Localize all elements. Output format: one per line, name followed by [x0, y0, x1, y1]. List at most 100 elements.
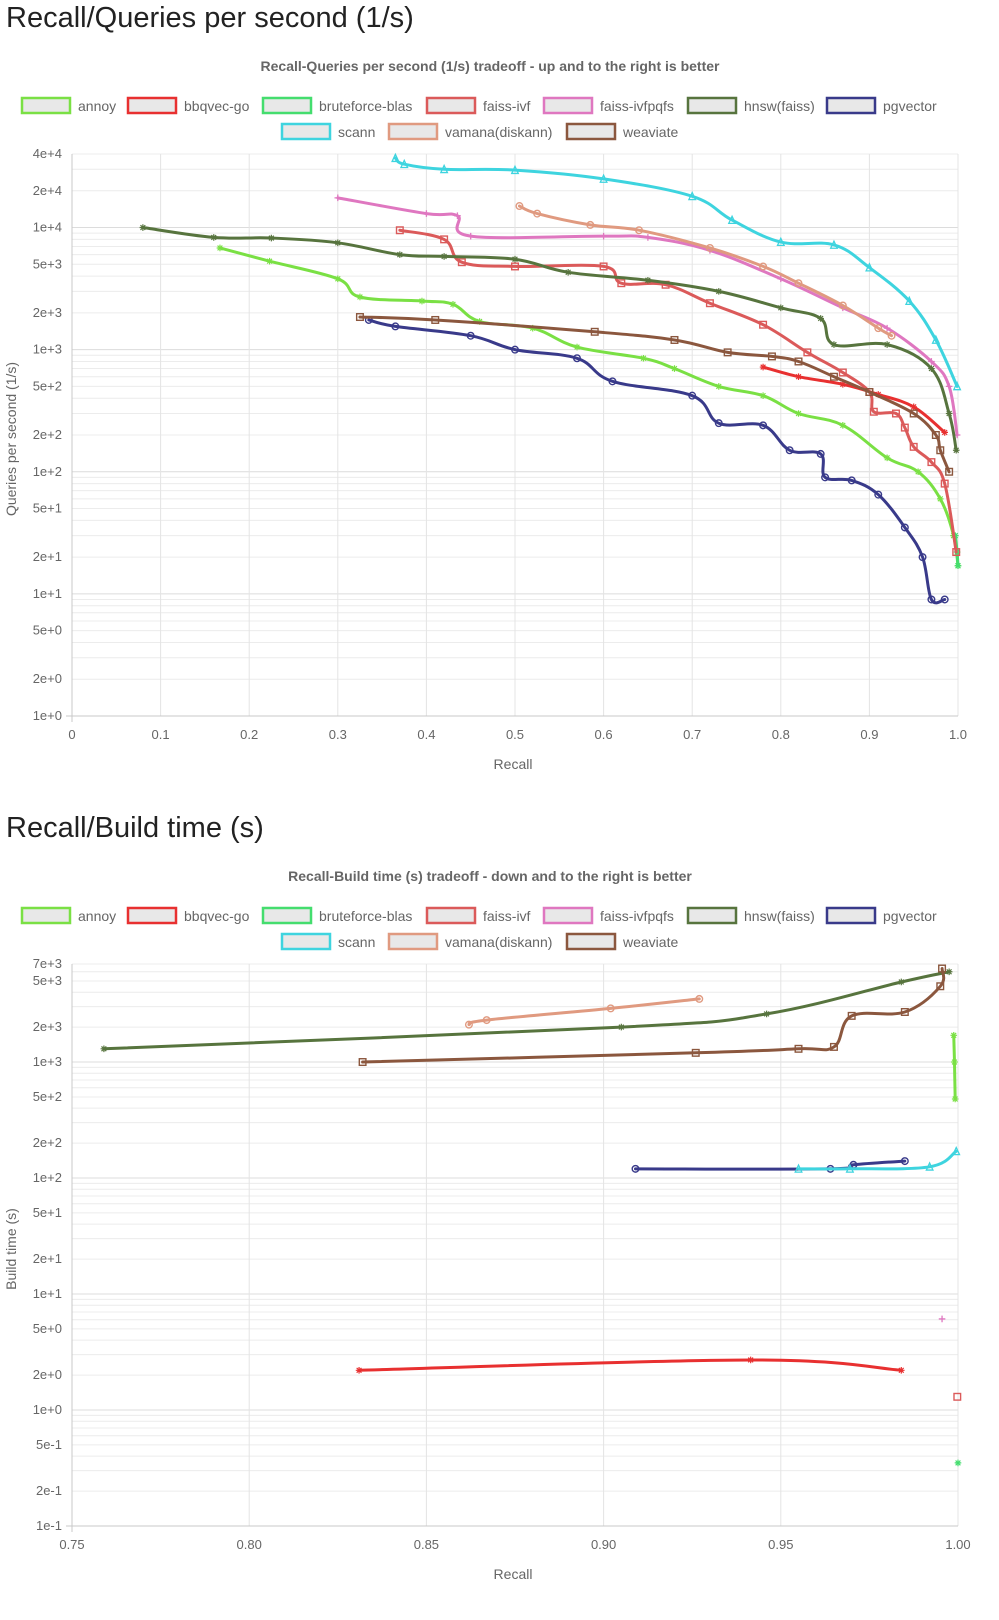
data-point-faiss-ivf [511, 262, 520, 271]
data-point-bbqvec-go [897, 1366, 905, 1374]
legend-item-pgvector: pgvector [825, 96, 937, 115]
x-tick-label: 0.4 [417, 727, 435, 742]
data-point-faiss-ivfpqfs [883, 324, 891, 332]
data-point-faiss-ivfpqfs [777, 275, 785, 283]
data-point-scann [727, 214, 737, 225]
data-point-hnsw-faiss [763, 1010, 770, 1018]
legend-swatch-vamana-diskann [387, 932, 439, 951]
data-point-scann [925, 1161, 934, 1171]
data-point-annoy [640, 354, 647, 362]
data-point-weaviate [431, 315, 440, 324]
data-point-pgvector [631, 1164, 640, 1173]
data-point-faiss-ivf [909, 442, 918, 451]
legend-swatch-faiss-ivf [425, 96, 477, 115]
qps-chart: Recall-Queries per second (1/s) tradeoff… [3, 58, 967, 772]
data-point-vamana-diskann [887, 331, 896, 340]
data-point-bbqvec-go [941, 429, 949, 436]
data-point-pgvector [608, 377, 617, 386]
y-tick-label: 1e+1 [33, 1286, 62, 1301]
legend-label-annoy: annoy [78, 908, 116, 924]
data-point-scann [399, 158, 409, 169]
x-tick-label: 0.75 [59, 1537, 84, 1552]
y-tick-label: 2e+4 [33, 183, 62, 198]
x-tick-label: 0.8 [772, 727, 790, 742]
data-point-weaviate [847, 1011, 856, 1020]
data-point-hnsw-faiss [928, 365, 935, 372]
data-point-annoy [883, 454, 891, 462]
y-tick-label: 5e+3 [33, 973, 62, 988]
y-tick-label: 1e+0 [33, 1402, 62, 1417]
x-tick-label: 0.9 [860, 727, 878, 742]
data-point-vamana-diskann [533, 209, 542, 218]
data-point-scann [510, 164, 520, 175]
data-point-hnsw-faiss [210, 234, 218, 241]
y-axis-label: Queries per second (1/s) [3, 362, 19, 516]
y-tick-label: 1e+0 [33, 708, 62, 723]
data-point-pgvector [900, 523, 909, 532]
y-tick-label: 2e+2 [33, 427, 62, 442]
legend-swatch-vamana-diskann [387, 122, 439, 141]
data-point-faiss-ivf [940, 479, 949, 488]
legend-swatch-bbqvec-go [126, 96, 178, 115]
legend-label-faiss-ivfpqfs: faiss-ivfpqfs [600, 98, 674, 114]
series-faiss-ivfpqfs [938, 1315, 946, 1323]
data-point-annoy [671, 365, 678, 372]
data-point-pgvector [927, 595, 936, 604]
data-point-scann [439, 163, 449, 174]
data-point-pgvector [918, 553, 927, 562]
data-point-weaviate [909, 409, 918, 418]
y-tick-label: 5e-1 [36, 1437, 62, 1452]
data-point-hnsw-faiss [945, 410, 953, 417]
data-point-vamana-diskann [482, 1016, 491, 1025]
y-tick-label: 2e+2 [33, 1135, 62, 1150]
data-point-pgvector [940, 595, 949, 604]
data-point-hnsw-faiss [945, 968, 953, 976]
grid [71, 153, 959, 717]
data-point-annoy [936, 495, 944, 503]
series-vamana-diskann [464, 994, 704, 1029]
legend-label-vamana-diskann: vamana(diskann) [445, 124, 552, 140]
data-point-faiss-ivf [759, 320, 768, 329]
x-axis-label: Recall [494, 1566, 533, 1582]
legend-swatch-faiss-ivfpqfs [542, 96, 594, 115]
data-point-annoy [951, 1095, 959, 1103]
legend-label-pgvector: pgvector [883, 908, 937, 924]
legend-swatch-hnsw-faiss [686, 96, 738, 115]
data-point-pgvector [900, 1157, 909, 1166]
series-faiss-ivf [953, 1392, 962, 1401]
data-point-annoy [839, 422, 847, 429]
legend-swatch-pgvector [825, 96, 877, 115]
series-hnsw-faiss [139, 224, 960, 454]
data-point-bbqvec-go [795, 373, 802, 381]
legend-item-bbqvec-go: bbqvec-go [126, 906, 250, 925]
series-pgvector [364, 315, 949, 605]
legend: annoy bbqvec-go bruteforce-blas faiss-ivf fa… [20, 906, 937, 951]
data-point-scann [952, 381, 962, 391]
data-point-annoy [449, 301, 457, 308]
data-point-pgvector [688, 391, 697, 400]
x-tick-label: 0.6 [595, 727, 613, 742]
data-point-weaviate [945, 467, 954, 476]
legend-label-bruteforce-blas: bruteforce-blas [319, 908, 412, 924]
legend-label-hnsw-faiss: hnsw(faiss) [744, 98, 815, 114]
legend-label-faiss-ivf: faiss-ivf [483, 908, 531, 924]
series-line-annoy [218, 246, 960, 568]
y-tick-label: 1e+4 [33, 220, 62, 235]
data-point-hnsw-faiss [883, 341, 891, 348]
y-tick-label: 2e+0 [33, 671, 62, 686]
legend-label-annoy: annoy [78, 98, 116, 114]
data-point-faiss-ivf [457, 258, 466, 267]
data-point-pgvector [511, 345, 520, 354]
data-point-bbqvec-go [910, 403, 917, 411]
data-point-annoy [914, 468, 922, 476]
series-faiss-ivf [395, 226, 961, 557]
data-point-hnsw-faiss [777, 304, 785, 312]
data-point-vamana-diskann [635, 226, 644, 235]
series-line-weaviate [361, 967, 946, 1064]
legend-label-scann: scann [338, 124, 375, 140]
legend-swatch-annoy [20, 906, 72, 925]
data-point-annoy [266, 257, 273, 265]
data-point-pgvector [466, 331, 475, 340]
data-point-hnsw-faiss [715, 288, 723, 295]
y-tick-label: 5e+0 [33, 623, 62, 638]
